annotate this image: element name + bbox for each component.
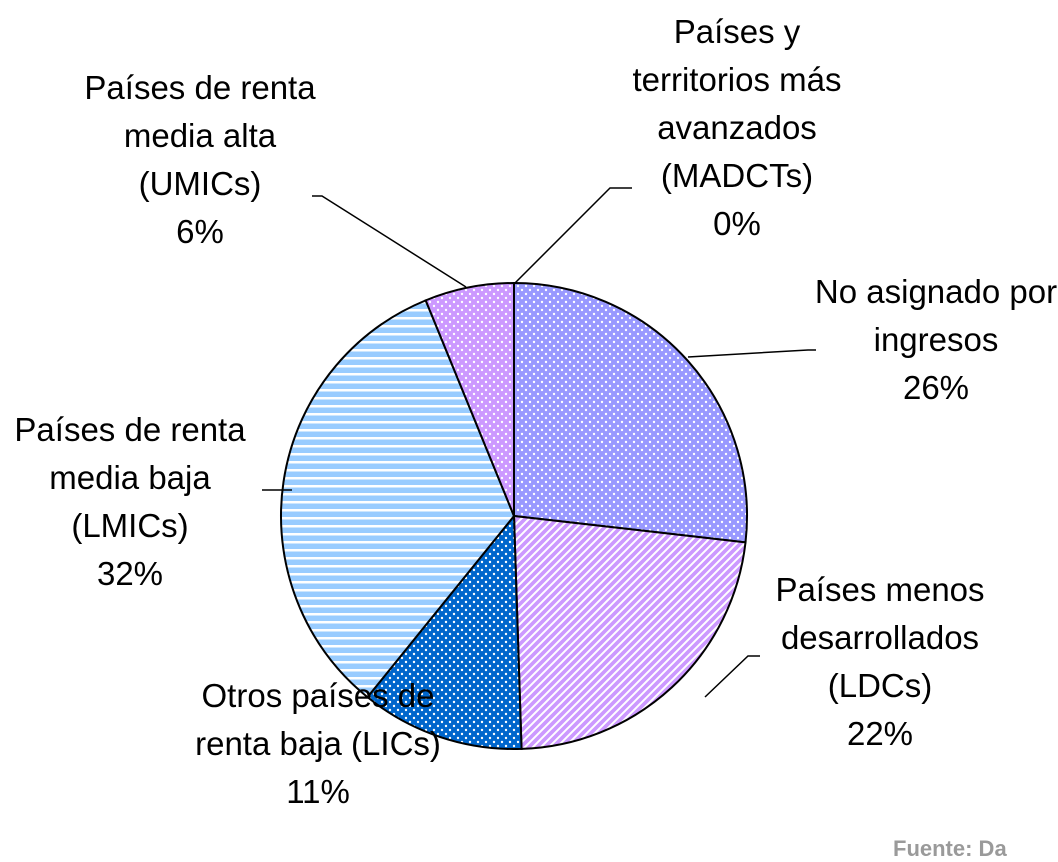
pie-slice [424, 281, 515, 517]
slice-label: Países menos desarrollados (LDCs) 22% [745, 566, 1015, 758]
category-label: Otros países de renta baja (LICs) [195, 677, 441, 762]
slice-label: Otros países de renta baja (LICs) 11% [188, 672, 448, 816]
value-label: 26% [902, 369, 970, 406]
leader-line [704, 655, 760, 698]
leader-line [687, 349, 816, 358]
category-label: Países y territorios más avanzados (MADC… [632, 13, 842, 194]
value-label: 11% [286, 773, 350, 810]
pie-slice [512, 514, 747, 750]
slice-label: Países de renta media alta (UMICs) 6% [80, 64, 320, 256]
pie-slice [513, 281, 748, 544]
leader-line [513, 187, 632, 285]
category-label: Países de renta media alta (UMICs) [84, 69, 316, 202]
category-label: Países menos desarrollados (LDCs) [775, 571, 985, 704]
category-label: No asignado por ingresos [814, 273, 1058, 358]
pie-slice [280, 299, 516, 699]
source-note: Fuente: Da [893, 836, 1007, 861]
leader-line [312, 195, 467, 288]
pie-slice [366, 513, 523, 750]
slice-label: No asignado por ingresos 26% [811, 268, 1058, 412]
category-label: Países de renta media baja (LMICs) [14, 411, 246, 544]
value-label: 0% [713, 205, 761, 242]
slice-label: Países y territorios más avanzados (MADC… [607, 8, 867, 248]
leader-lines [262, 187, 816, 698]
slice-label: Países de renta media baja (LMICs) 32% [5, 406, 255, 598]
value-label: 6% [176, 213, 224, 250]
value-label: 22% [846, 715, 914, 752]
value-label: 32% [96, 555, 164, 592]
